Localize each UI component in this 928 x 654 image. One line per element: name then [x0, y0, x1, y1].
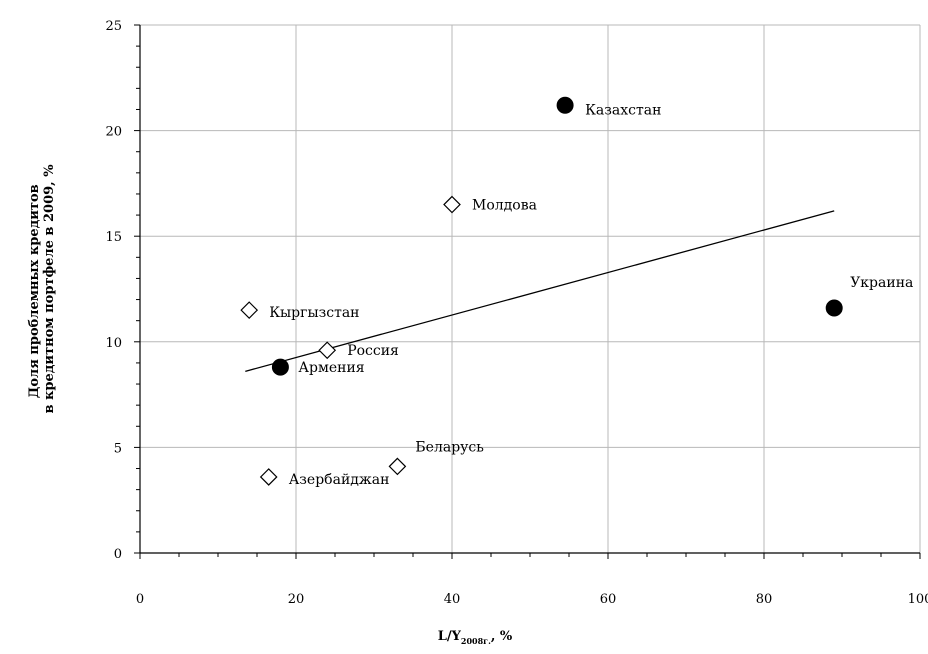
y-tick-label: 20: [105, 125, 122, 140]
point-Азербайджан: [261, 469, 277, 485]
point-Молдова: [444, 197, 460, 213]
x-axis-title: L/Y2008г., %: [438, 629, 513, 646]
point-label: Беларусь: [415, 439, 484, 455]
trendline: [245, 211, 834, 372]
point-label: Казахстан: [585, 102, 661, 118]
y-tick-label: 5: [114, 441, 122, 456]
point-Украина: [826, 300, 842, 316]
x-tick-label: 0: [136, 592, 144, 607]
y-axis-title-line2: в кредитном портфеле в 2009, %: [42, 164, 57, 414]
trendline-group: [245, 211, 834, 372]
x-tick-label: 20: [288, 592, 305, 607]
point-label: Азербайджан: [289, 472, 390, 488]
point-Армения: [272, 359, 288, 375]
x-tick-label: 100: [908, 592, 928, 607]
y-axis-title-line1: Доля проблемных кредитов: [27, 184, 42, 398]
y-tick-label: 15: [105, 230, 122, 245]
axes: [134, 25, 920, 559]
point-label: Россия: [347, 343, 399, 359]
x-axis-title-unit: , %: [491, 629, 513, 644]
x-tick-label: 40: [444, 592, 461, 607]
point-labels: КазахстанМолдоваУкраинаКыргызстанРоссияА…: [269, 102, 913, 488]
y-tick-label: 0: [114, 547, 122, 562]
point-label: Кыргызстан: [269, 305, 359, 321]
point-Беларусь: [389, 458, 405, 474]
x-axis-title-subscript: 2008г.: [461, 636, 491, 646]
x-tick-label: 60: [600, 592, 617, 607]
point-Кыргызстан: [241, 302, 257, 318]
grid: [140, 25, 920, 553]
y-tick-label: 25: [105, 19, 122, 34]
point-label: Украина: [850, 275, 913, 291]
point-label: Армения: [298, 360, 364, 376]
y-axis-title: Доля проблемных кредитов в кредитном пор…: [27, 164, 57, 414]
point-Россия: [319, 342, 335, 358]
point-Казахстан: [557, 97, 573, 113]
y-tick-labels: 0 5 10 15 20 25: [105, 19, 122, 562]
x-tick-labels: 0 20 40 60 80 100: [136, 592, 928, 607]
point-label: Молдова: [472, 198, 537, 214]
x-axis-title-main: L/Y: [438, 629, 462, 644]
y-tick-label: 10: [105, 336, 122, 351]
x-tick-label: 80: [756, 592, 773, 607]
